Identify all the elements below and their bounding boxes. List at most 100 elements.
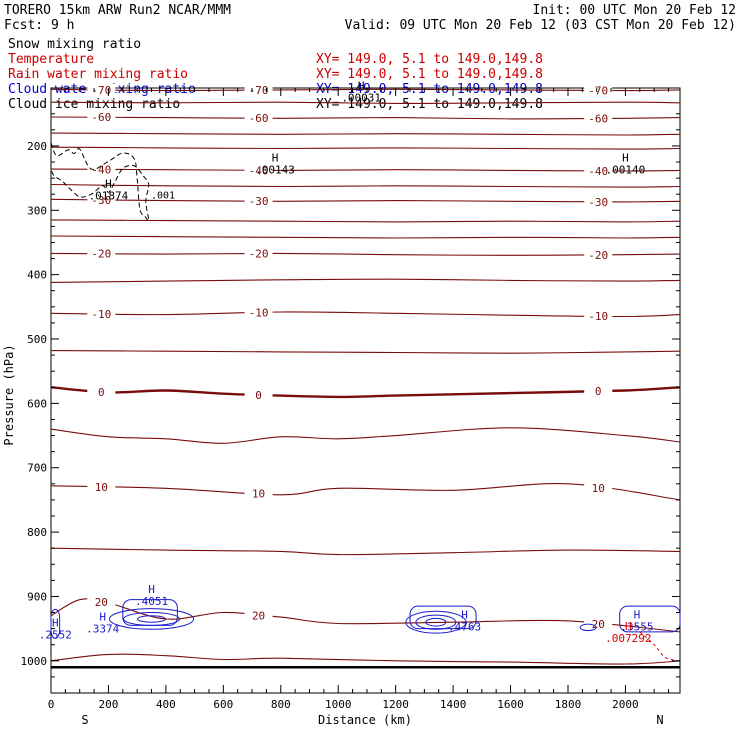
isotherm-label: -70: [249, 84, 269, 97]
isotherm-label: 0: [98, 386, 105, 399]
isotherm-label-bg: [584, 385, 613, 397]
isotherm-label-bg: [584, 164, 613, 176]
y-tick-label: 600: [27, 397, 47, 410]
ice-max-value: .01874: [89, 189, 129, 202]
cloud-water-max-value: .4051: [135, 595, 168, 608]
isotherm-label: -20: [91, 248, 111, 261]
legend-label: Cloud ice mixing ratio: [8, 97, 180, 112]
isotherm-label: -40: [91, 163, 111, 176]
cloud-water-max-marker: H: [461, 609, 468, 622]
isotherm-line: [50, 101, 681, 104]
y-tick-label: 1000: [21, 655, 48, 668]
y-tick-label: 300: [27, 204, 47, 217]
ice-max-value: .00143: [255, 164, 295, 177]
isotherm-line: [50, 278, 681, 283]
ice-max-marker: H: [272, 152, 279, 165]
isotherm-label: -60: [588, 112, 608, 125]
forecast-hour: Fcst: 9 h: [4, 18, 74, 33]
isotherm-line: [50, 183, 681, 188]
isotherm-line: [50, 132, 681, 136]
init-time: Init: 00 UTC Mon 20 Feb 12: [533, 3, 737, 18]
x-tick-label: 1400: [440, 698, 467, 711]
x-tick-label: 1600: [497, 698, 524, 711]
isotherm-label: -20: [588, 249, 608, 262]
isotherm-label-bg: [244, 84, 273, 96]
legend-label: Temperature: [8, 52, 94, 67]
isotherm-label: -60: [249, 112, 269, 125]
cloud-ice-contour-label: .001: [151, 191, 175, 202]
isotherm-line: [50, 386, 681, 399]
temperature-isotherms: -70 -70 -70 -60 -60 -60 -40 -40 -40 -30 -30 -30 -20 -…: [50, 83, 681, 665]
ice-max-marker: H: [358, 80, 365, 93]
isotherm-label-bg: [87, 247, 116, 259]
north-label: N: [656, 713, 663, 727]
isotherm-line: [50, 311, 681, 318]
isotherm-label: -70: [588, 84, 608, 97]
rain-max-marker: H: [625, 620, 632, 633]
isotherm-label-bg: [87, 163, 116, 175]
isotherm-line: [50, 427, 681, 444]
cloud-water-contour: [415, 614, 457, 630]
x-tick-label: 600: [213, 698, 233, 711]
cloud-water-contour: [579, 623, 597, 632]
x-tick-label: 400: [156, 698, 176, 711]
isotherm-label: -10: [91, 308, 111, 321]
cloud-water-max-marker: H: [99, 611, 106, 624]
rain-contour: [639, 631, 681, 662]
isotherm-label-bg: [244, 609, 273, 621]
isotherm-label: -20: [249, 248, 269, 261]
ice-max-value: .00031: [341, 92, 381, 105]
cloud-water-outline: [122, 599, 178, 626]
legend-xy: XY= 149.0, 5.1 to 149.0,149.8: [316, 97, 543, 112]
y-tick-label: 800: [27, 526, 47, 539]
isotherm-line: [50, 235, 681, 239]
x-tick-label: 1200: [382, 698, 409, 711]
ice-max-value: .00140: [606, 164, 646, 177]
x-tick-label: 200: [99, 698, 119, 711]
valid-time: Valid: 09 UTC Mon 20 Feb 12 (03 CST Mon …: [345, 18, 736, 33]
cloud-water-contour: [109, 608, 195, 630]
x-tick-label: 800: [271, 698, 291, 711]
cloud-water-outline: [50, 608, 61, 639]
isotherm-label-bg: [87, 193, 116, 205]
isotherm-label: -30: [249, 195, 269, 208]
isotherm-label-bg: [584, 482, 613, 494]
cloud-water-max-value: .3555: [620, 621, 653, 634]
isotherm-label-bg: [244, 306, 273, 318]
cloud-ice-contour: [50, 142, 150, 222]
isotherm-line: [50, 547, 681, 556]
isotherm-label: 10: [592, 482, 605, 495]
isotherm-label-bg: [244, 247, 273, 259]
cloud-water-outline: [409, 605, 477, 630]
rain-max-value: .007292: [605, 632, 651, 645]
isotherm-label: -60: [91, 111, 111, 124]
cloud-water-outline: [619, 605, 681, 633]
plot-frame: [50, 87, 681, 694]
cloud-water-max-marker: H: [148, 583, 155, 596]
isotherm-line: [50, 219, 681, 223]
cloud-water-max-marker: H: [52, 616, 59, 629]
legend-xy: XY= 149.0, 5.1 to 149.0,149.8: [316, 52, 543, 67]
y-tick-label: 200: [27, 140, 47, 153]
isotherm-label-bg: [584, 195, 613, 207]
isotherm-label-bg: [244, 112, 273, 124]
isotherm-label: 20: [252, 609, 265, 622]
ice-max-marker: H: [622, 152, 629, 165]
isotherm-line: [50, 252, 681, 256]
maxima-labels: H.01874H.00143H.00140H.00031H.4051H.3374…: [39, 80, 654, 646]
isotherm-label: -40: [249, 164, 269, 177]
isotherm-label-bg: [87, 480, 116, 492]
isotherm-label: 0: [595, 385, 602, 398]
isotherm-line: [50, 483, 681, 501]
legend-label: Rain water mixing ratio: [8, 67, 188, 82]
isotherm-label-bg: [584, 310, 613, 322]
legend-label: Snow mixing ratio: [8, 37, 141, 52]
x-axis-label: Distance (km): [318, 713, 412, 727]
legend-xy: XY= 149.0, 5.1 to 149.0,149.8: [316, 67, 543, 82]
isotherm-label-bg: [584, 112, 613, 124]
x-tick-label: 0: [48, 698, 55, 711]
south-label: S: [81, 713, 88, 727]
x-tick-label: 2000: [612, 698, 639, 711]
